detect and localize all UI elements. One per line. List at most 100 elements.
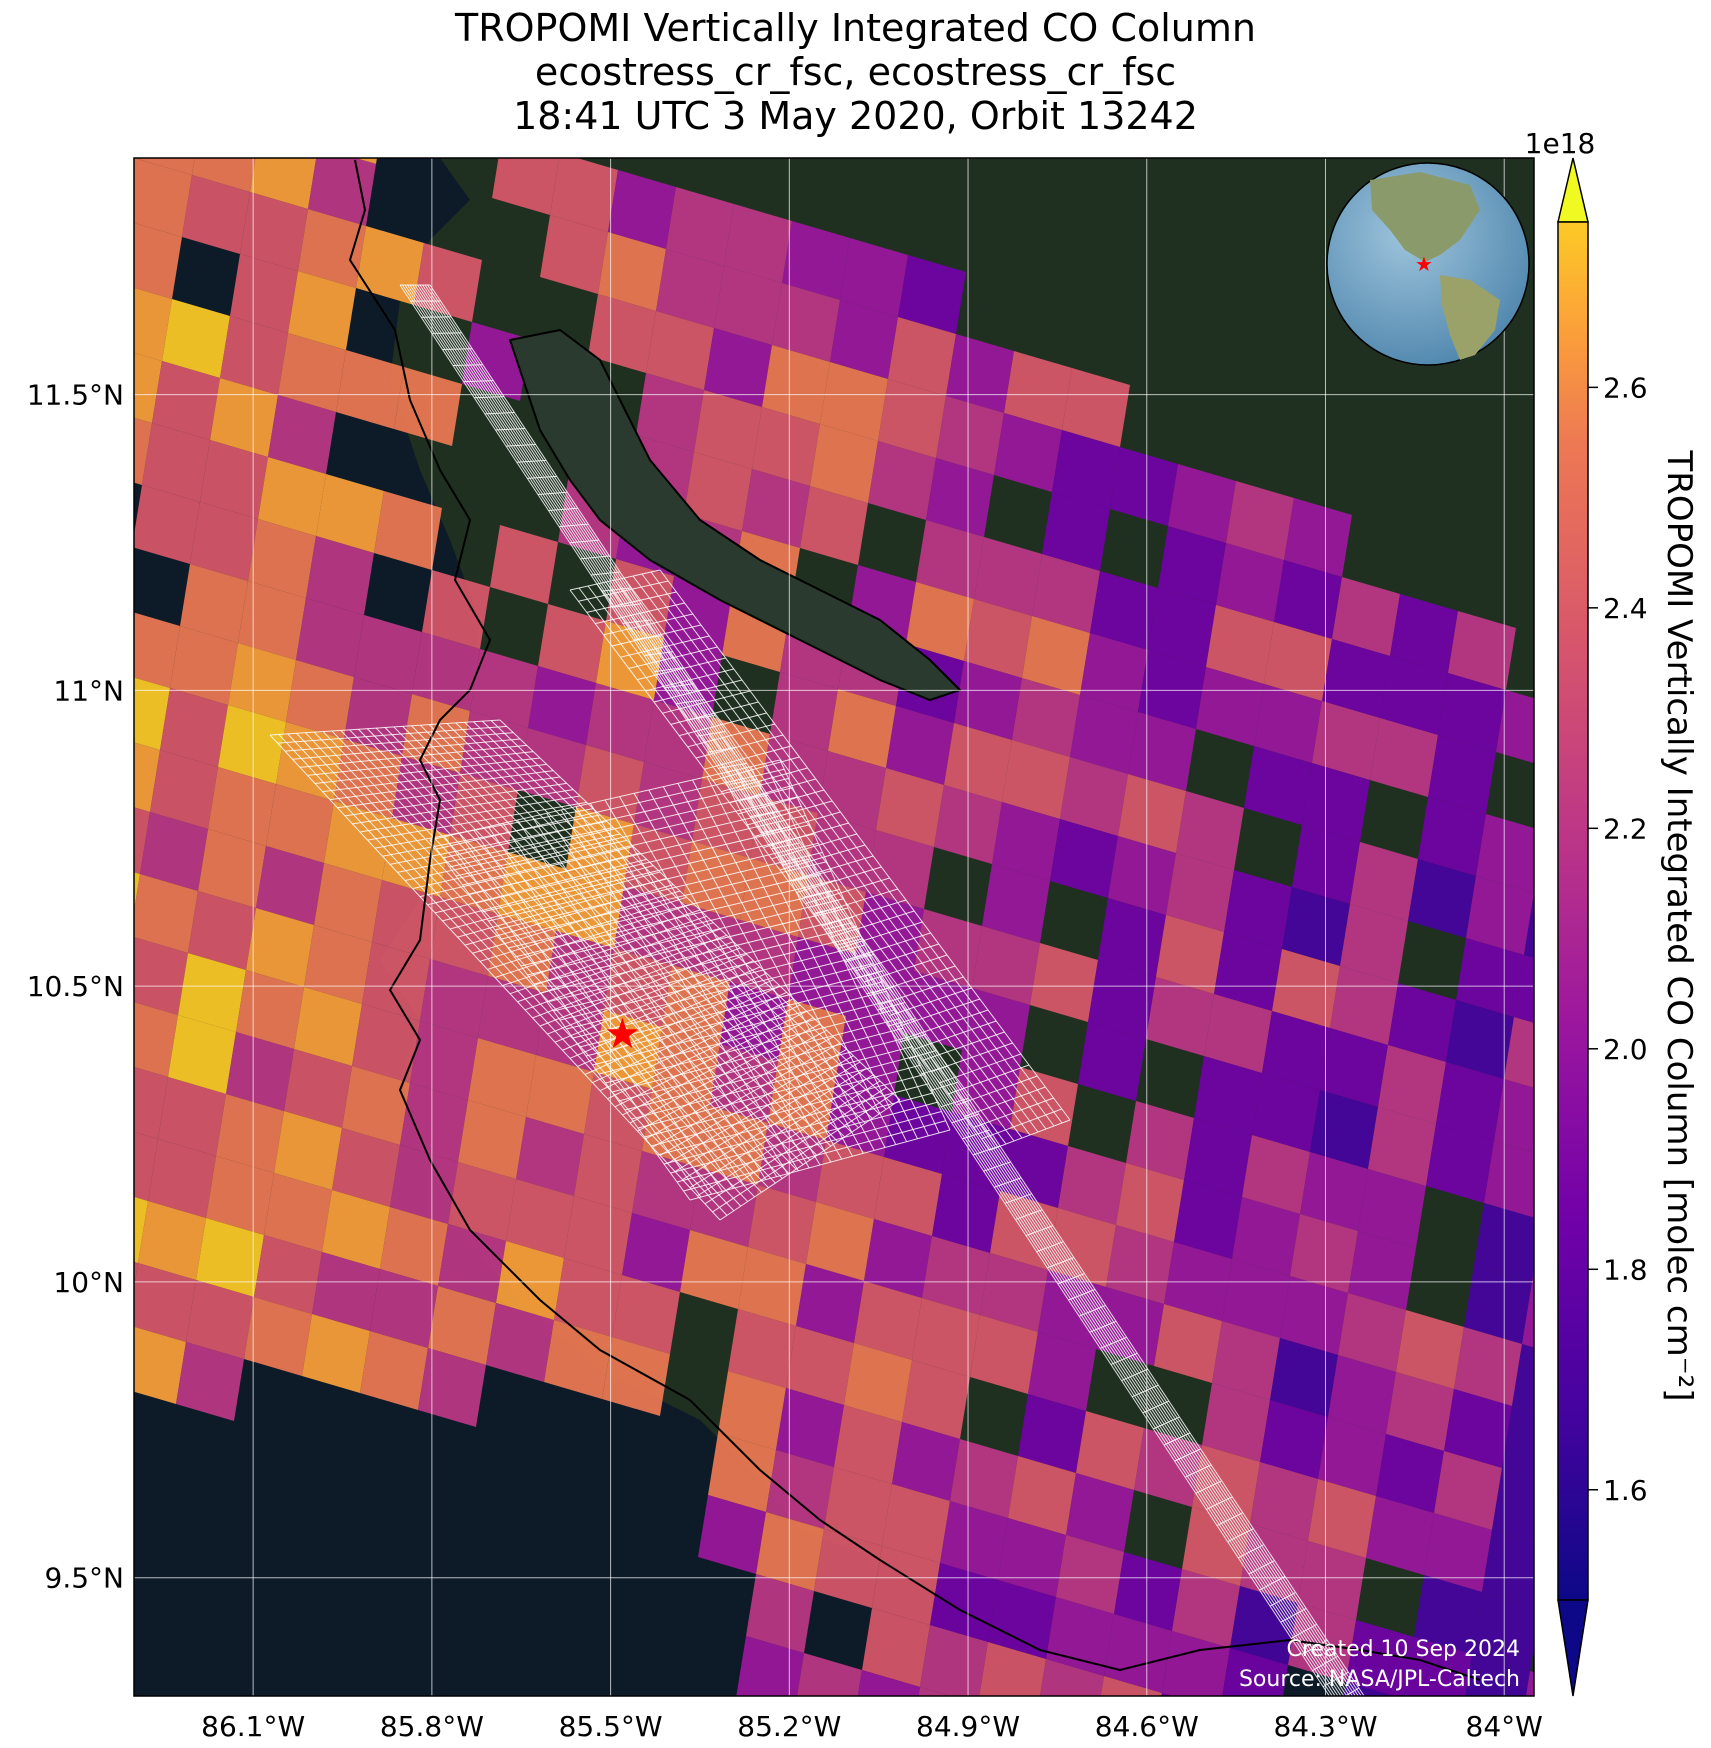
co-pixel bbox=[344, 677, 412, 756]
co-pixel bbox=[598, 232, 666, 311]
swath-line bbox=[359, 795, 581, 833]
co-pixel bbox=[1322, 639, 1390, 718]
co-pixel bbox=[736, 1636, 804, 1696]
co-pixel bbox=[980, 1253, 1048, 1332]
co-pixel bbox=[1484, 1141, 1534, 1218]
chart-title: TROPOMI Vertically Integrated CO Column bbox=[455, 6, 1256, 50]
co-pixel bbox=[684, 452, 752, 531]
co-pixel bbox=[142, 423, 210, 502]
co-pixel bbox=[486, 1303, 554, 1382]
co-pixel bbox=[1436, 1062, 1504, 1141]
co-pixel bbox=[438, 1224, 506, 1303]
swath-line bbox=[569, 569, 661, 591]
swath-line bbox=[1015, 1209, 1043, 1220]
co-pixel bbox=[312, 1252, 380, 1331]
co-pixel bbox=[402, 694, 470, 773]
swath-line bbox=[419, 846, 634, 898]
swath-line bbox=[771, 833, 857, 860]
co-pixel bbox=[1522, 1282, 1534, 1348]
colorbar-tick-label: 2.0 bbox=[1603, 1033, 1648, 1066]
co-pixel bbox=[134, 1261, 138, 1288]
swath-line bbox=[763, 822, 849, 849]
co-pixel bbox=[1264, 622, 1332, 701]
swath-line bbox=[431, 332, 462, 334]
co-pixel bbox=[134, 158, 192, 237]
co-pixel bbox=[322, 1190, 390, 1269]
lon-tick-label: 86.1°W bbox=[201, 1710, 305, 1743]
co-pixel bbox=[1270, 1338, 1338, 1417]
co-pixel bbox=[412, 632, 480, 711]
co-pixel bbox=[786, 1326, 854, 1405]
co-pixel bbox=[1070, 695, 1138, 774]
co-pixel bbox=[920, 1625, 988, 1696]
co-pixel bbox=[666, 187, 734, 266]
co-pixel bbox=[1078, 1022, 1146, 1101]
co-pixel bbox=[1012, 678, 1080, 757]
colorbar-tick-label: 2.4 bbox=[1603, 592, 1648, 625]
co-pixel bbox=[644, 700, 712, 779]
co-pixel bbox=[1368, 1107, 1436, 1186]
swath-line bbox=[662, 690, 751, 714]
co-pixel bbox=[1128, 712, 1196, 791]
lon-tick-label: 85.2°W bbox=[737, 1710, 841, 1743]
co-pixel bbox=[1162, 1631, 1230, 1696]
co-pixel bbox=[586, 683, 654, 762]
co-pixel bbox=[1472, 1592, 1534, 1671]
swath-line bbox=[796, 866, 882, 893]
co-pixel bbox=[797, 1653, 862, 1696]
swath-line bbox=[462, 805, 802, 886]
lon-tick-label: 85.5°W bbox=[559, 1710, 663, 1743]
co-pixel bbox=[278, 333, 346, 412]
co-pixel bbox=[302, 1314, 370, 1393]
co-pixel bbox=[1090, 571, 1158, 650]
swath-line bbox=[539, 947, 741, 1027]
swath-line bbox=[654, 667, 684, 673]
co-pixel bbox=[824, 1467, 892, 1546]
co-pixel bbox=[950, 1439, 1018, 1518]
co-pixel bbox=[912, 1298, 980, 1377]
co-pixel bbox=[1292, 825, 1360, 904]
co-pixel bbox=[1514, 955, 1534, 1023]
co-pixel bbox=[216, 1094, 284, 1173]
swath-line bbox=[344, 782, 567, 817]
co-pixel bbox=[1058, 1146, 1126, 1225]
co-pixel bbox=[1444, 1389, 1512, 1468]
swath-line bbox=[586, 591, 677, 613]
swath-line bbox=[1269, 1592, 1296, 1607]
co-pixel bbox=[1028, 1332, 1096, 1411]
swath-line bbox=[931, 1042, 1013, 1073]
swath-line bbox=[750, 810, 779, 818]
co-pixel bbox=[250, 158, 317, 209]
swath-line bbox=[605, 1009, 895, 1084]
swath-line bbox=[548, 507, 578, 512]
swath-line bbox=[689, 1129, 951, 1201]
swath-line bbox=[457, 877, 667, 938]
swath-line bbox=[1153, 1416, 1180, 1430]
swath-line bbox=[670, 701, 759, 725]
swath-line bbox=[1259, 1576, 1286, 1591]
co-pixel bbox=[134, 937, 188, 1015]
swath-line bbox=[847, 932, 931, 961]
co-pixel bbox=[1060, 757, 1128, 836]
co-pixel bbox=[1525, 1671, 1534, 1696]
co-pixel bbox=[355, 158, 377, 164]
swath-line bbox=[611, 624, 702, 647]
co-pixel bbox=[974, 537, 1042, 616]
swath-line bbox=[322, 763, 547, 793]
swath-line bbox=[463, 380, 494, 383]
co-pixel bbox=[954, 661, 1022, 740]
swath-line bbox=[1004, 1193, 1032, 1204]
swath-line bbox=[598, 1000, 891, 1075]
co-pixel bbox=[470, 649, 538, 728]
swath-line bbox=[429, 759, 781, 841]
colorbar-ticks: 1.6 1.8 2.0 2.2 2.4 2.6 bbox=[1588, 371, 1648, 1507]
swath-line bbox=[983, 1161, 1011, 1172]
swath-line bbox=[453, 364, 483, 367]
swath-line bbox=[292, 738, 521, 760]
swath-line bbox=[514, 879, 836, 958]
co-pixel bbox=[1004, 351, 1072, 430]
co-pixel bbox=[608, 170, 676, 249]
co-pixel bbox=[332, 1128, 400, 1207]
swath-line bbox=[643, 651, 673, 657]
co-pixel bbox=[134, 874, 198, 953]
